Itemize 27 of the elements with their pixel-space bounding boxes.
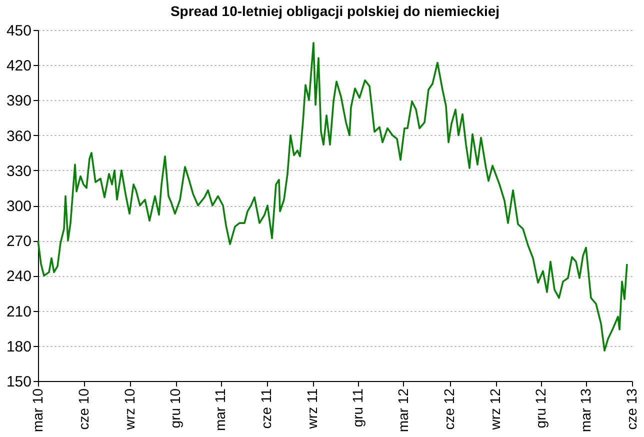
chart-title: Spread 10-letniej obligacji polskiej do niemieckiej [170, 3, 500, 19]
y-tick-label: 240 [6, 268, 32, 286]
x-tick-label: cze 11 [258, 388, 274, 429]
x-tick-label: gru 10 [167, 388, 183, 428]
y-tick-label: 450 [6, 22, 32, 40]
x-tick-label: wrz 11 [304, 388, 320, 430]
x-tick-label: mar 12 [395, 388, 411, 432]
x-tick-label: mar 13 [578, 388, 594, 432]
x-tick-label: cze 13 [624, 388, 640, 430]
x-tick-label: wrz 10 [122, 388, 138, 431]
line-series [37, 42, 628, 352]
y-tick-label: 420 [6, 58, 32, 75]
y-tick-label: 150 [6, 374, 32, 390]
y-tick-label: 180 [6, 338, 32, 356]
x-tick-label: mar 11 [212, 388, 228, 432]
y-tick-label: 210 [6, 303, 32, 320]
x-tick-label: wrz 12 [487, 388, 503, 431]
x-tick-label: cze 10 [76, 388, 92, 430]
y-tick-label: 330 [6, 162, 32, 180]
y-tick-label: 300 [6, 198, 32, 215]
x-tick-label: mar 10 [30, 388, 46, 432]
x-tick-label: gru 11 [350, 388, 366, 428]
y-tick-label: 360 [6, 128, 32, 145]
x-tick-label: gru 12 [532, 388, 548, 428]
x-tick-label: cze 12 [441, 388, 457, 430]
y-tick-label: 270 [6, 233, 32, 250]
y-tick-label: 390 [6, 92, 32, 110]
